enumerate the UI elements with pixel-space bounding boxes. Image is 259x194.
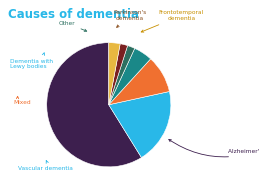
Text: Alzheimer's disease: Alzheimer's disease	[169, 139, 259, 157]
Text: Dementia with
Lewy bodies: Dementia with Lewy bodies	[10, 53, 53, 69]
Wedge shape	[109, 92, 171, 158]
Wedge shape	[47, 43, 141, 167]
Wedge shape	[109, 43, 120, 105]
Wedge shape	[109, 59, 169, 105]
Wedge shape	[109, 46, 135, 105]
Text: Vascular dementia: Vascular dementia	[18, 161, 73, 171]
Text: Causes of dementia: Causes of dementia	[8, 8, 139, 21]
Text: Parkinson's
dementia: Parkinson's dementia	[113, 10, 146, 27]
Text: Frontotemporal
dementia: Frontotemporal dementia	[141, 10, 204, 32]
Wedge shape	[109, 48, 150, 105]
Text: Mixed: Mixed	[13, 96, 31, 105]
Text: Other: Other	[59, 21, 87, 31]
Wedge shape	[109, 44, 128, 105]
